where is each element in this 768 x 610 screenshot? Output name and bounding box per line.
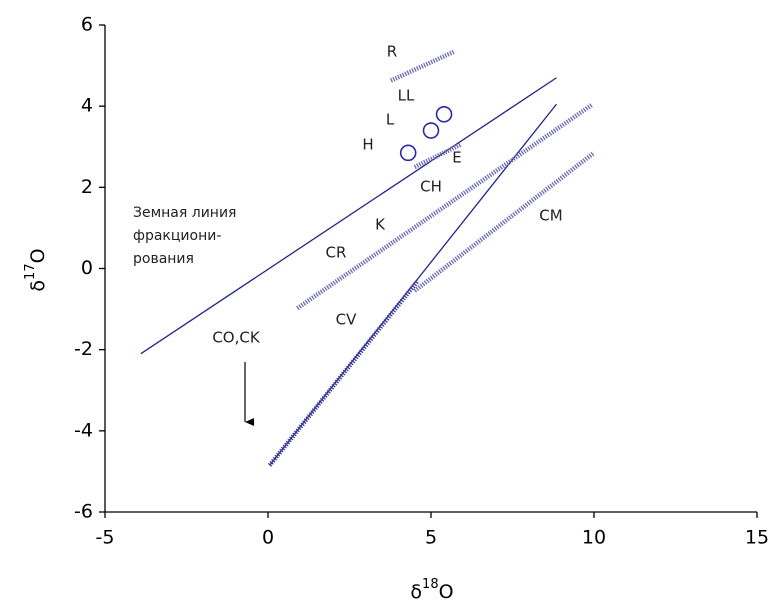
y-tick-label: 2 [81, 176, 93, 198]
series-line [413, 151, 596, 293]
x-tick-label: 10 [582, 527, 606, 549]
x-tick-label: 0 [262, 527, 274, 549]
axis-label-part: 17 [23, 263, 38, 280]
annotation: K [375, 216, 386, 234]
x-tick-label: 5 [425, 527, 437, 549]
axis-label-part: O [439, 581, 454, 603]
annotation: R [387, 43, 397, 61]
y-tick-label: -4 [74, 419, 93, 441]
annotation: LL [398, 87, 415, 105]
annotation: фракциони- [133, 228, 221, 244]
annotation: CH [420, 178, 442, 196]
point [435, 105, 453, 123]
annotation: Земная линия [133, 205, 236, 221]
annotation: CM [539, 207, 562, 225]
annotation: L [386, 111, 395, 129]
series-line [267, 279, 420, 467]
x-tick-label: 15 [745, 527, 768, 549]
axis-label-part: O [27, 248, 49, 263]
axis-label-part: δ [27, 280, 49, 292]
axis-label-part: 18 [422, 577, 439, 592]
y-tick-label: 0 [81, 257, 93, 279]
xlabel-axis-label: δ18O [410, 577, 453, 603]
annotation: E [452, 149, 461, 167]
annotation: CV [336, 311, 357, 329]
series-line [140, 77, 557, 355]
y-tick-label: 4 [81, 95, 93, 117]
point [399, 144, 417, 162]
annotation: CO,CK [212, 329, 261, 347]
axis-label-part: δ [410, 581, 422, 603]
annotation: CR [326, 244, 347, 262]
x-tick-label: -5 [96, 527, 115, 549]
annotation: рования [133, 251, 194, 267]
series-line [413, 142, 462, 170]
series-line [389, 49, 455, 83]
y-tick-label: 6 [81, 14, 93, 36]
y-tick-label: -2 [74, 338, 93, 360]
point [422, 122, 440, 139]
annotation: H [362, 136, 373, 154]
ylabel-axis-label: δ17O [23, 248, 49, 291]
y-tick-label: -6 [74, 501, 93, 523]
